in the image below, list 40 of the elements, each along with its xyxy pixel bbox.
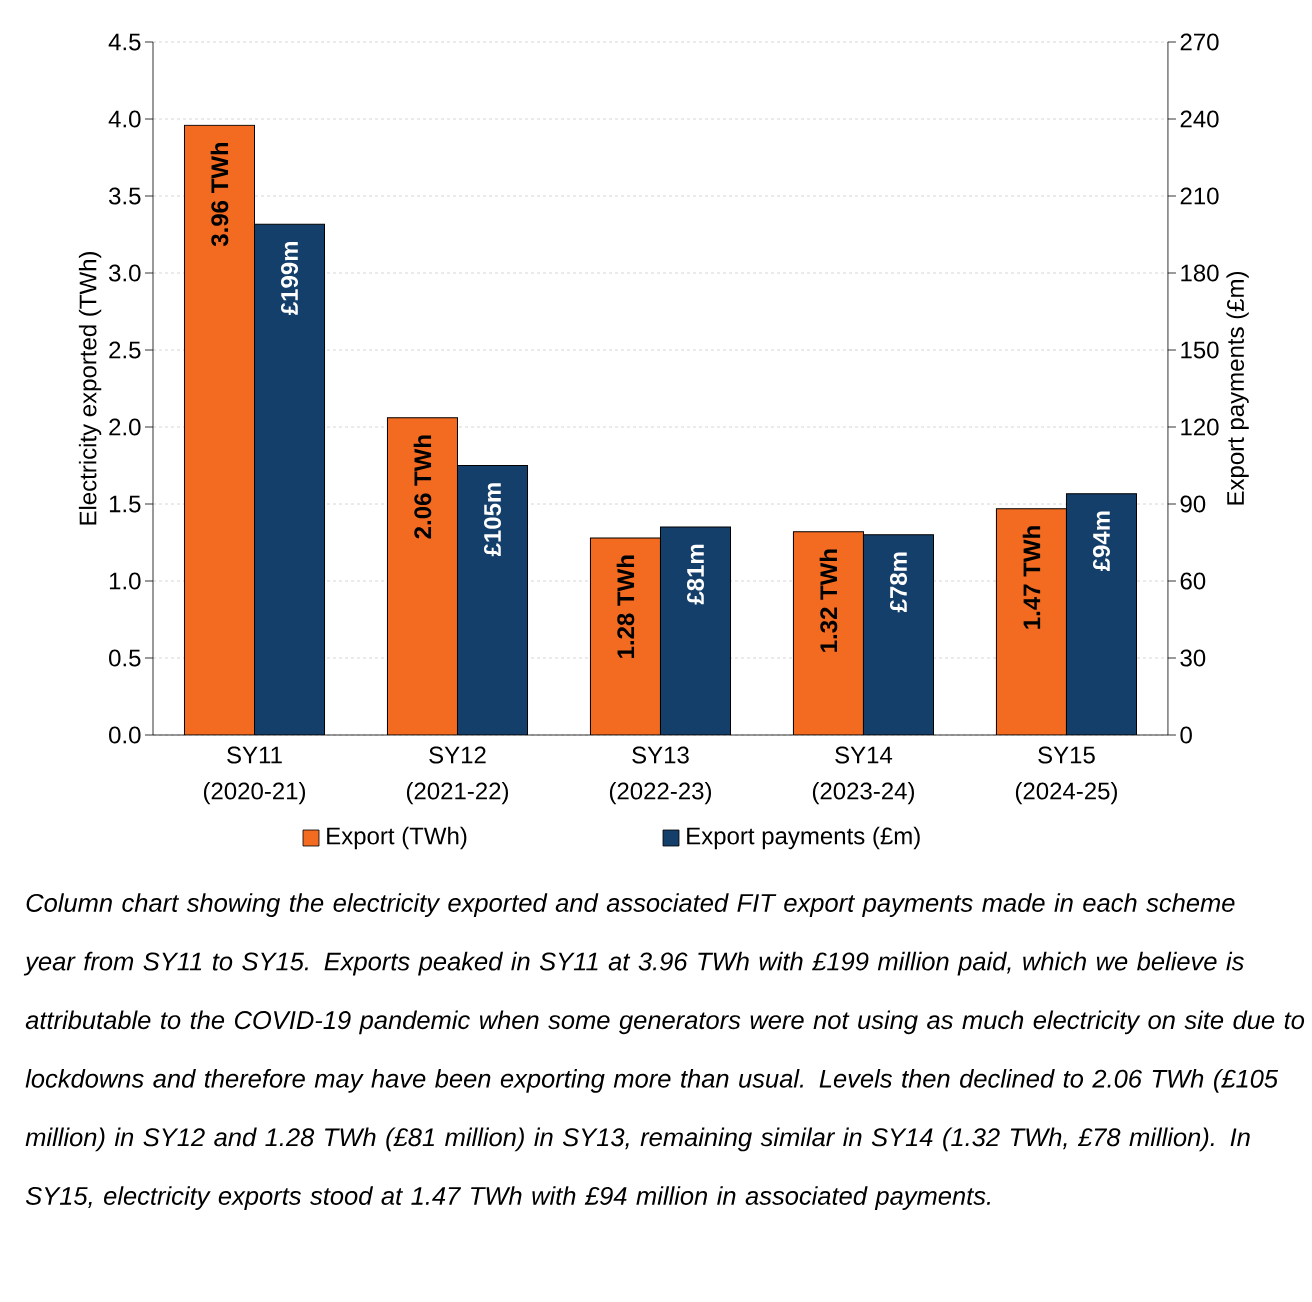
data-label: £199m <box>281 241 299 315</box>
y-tick-label: 3.5 <box>109 187 141 205</box>
data-label: £78m <box>889 552 907 613</box>
y2-tick-label: 30 <box>1180 649 1206 667</box>
data-label: 1.47 TWh <box>1022 526 1041 629</box>
y-tick-label: 1.5 <box>109 495 141 513</box>
y2-tick-label: 60 <box>1180 572 1206 590</box>
x-tick-label: SY14 (2023-24) <box>812 746 914 805</box>
y-tick-label: 1.0 <box>109 572 141 590</box>
data-label: £105m <box>484 483 501 557</box>
y-tick-label: 3.0 <box>109 264 141 282</box>
y2-axis-title: Export payments (£m) <box>1226 271 1249 505</box>
data-label: 1.32 TWh <box>819 549 838 652</box>
y-tick-label: 0.5 <box>109 649 141 667</box>
y2-tick-label: 150 <box>1181 341 1219 359</box>
y-tick-label: 2.5 <box>109 341 141 359</box>
data-label: 3.96 TWh <box>210 142 229 247</box>
legend-label: Export (TWh) <box>327 826 467 850</box>
y2-tick-label: 90 <box>1180 495 1206 513</box>
x-tick-label: SY11 (2020-21) <box>203 746 306 805</box>
y-tick-label: 0.0 <box>109 726 141 744</box>
y2-tick-label: 0 <box>1180 726 1192 744</box>
y2-tick-label: 240 <box>1180 110 1219 128</box>
y2-tick-label: 120 <box>1181 418 1219 436</box>
y2-tick-label: 180 <box>1181 264 1219 282</box>
x-tick-label: SY13 (2022-23) <box>609 746 711 805</box>
text: Column chart showing the electricity exported and associated FIT export payments made in each scheme year from SY11 to SY15. Exports peaked in SY11 at 3.96 TWh with £199 million paid, which we believe is attributable to the COVID-19 pandemic when some generators were not using as much electricity on site due to lockdowns and therefore may have been exporting more than usual. Levels then declined to 2.06 TWh (£105 million) in SY12 and 1.28 TWh (£81 million) in SY13, remaining similar in SY14 (1.32 TWh, £78 million). In SY15, electricity exports stood at 1.47 TWh with £94 million in associated payments. <box>23 893 1305 1210</box>
y2-tick-label: 270 <box>1180 33 1219 51</box>
x-tick-label: SY12 (2021-22) <box>406 746 509 805</box>
y-tick-label: 4.5 <box>108 33 141 51</box>
data-label: £81m <box>687 544 704 605</box>
legend-label: Export payments (£m) <box>687 826 920 850</box>
data-label: 1.28 TWh <box>616 555 635 658</box>
data-label: 2.06 TWh <box>413 435 432 539</box>
x-tick-label: SY15 (2024-25) <box>1015 746 1117 805</box>
y-tick-label: 4.0 <box>108 110 141 128</box>
y-tick-label: 2.0 <box>109 418 141 436</box>
y-axis-title: Electricity exported (TWh) <box>78 252 102 525</box>
y2-tick-label: 210 <box>1180 187 1219 205</box>
data-label: £94m <box>1092 511 1110 572</box>
